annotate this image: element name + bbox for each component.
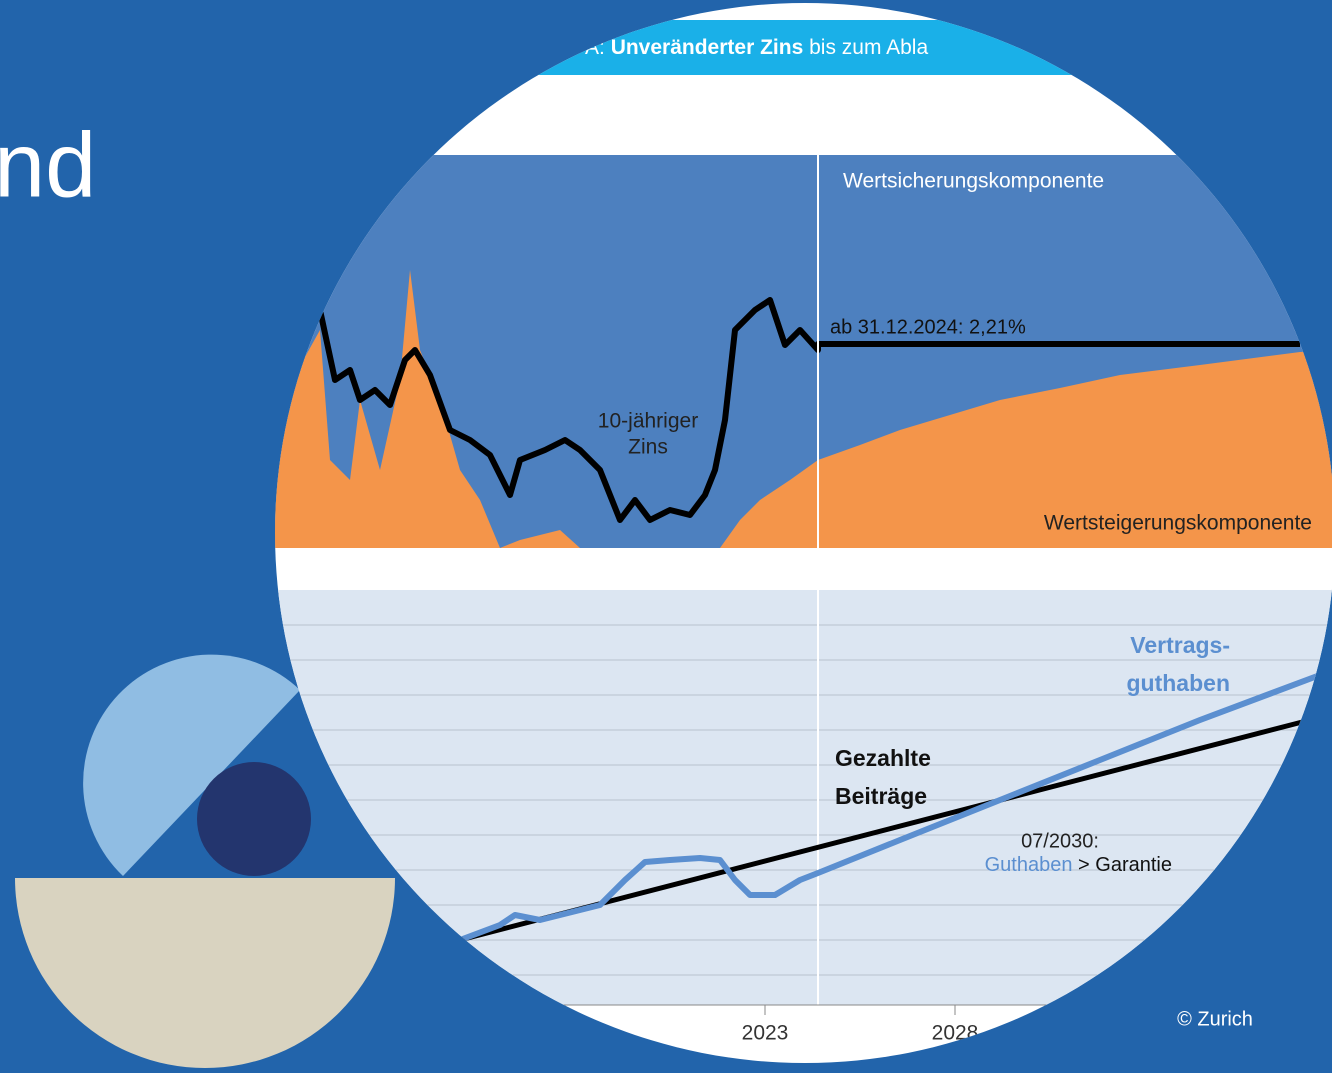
orange-area	[275, 270, 1332, 548]
deco-shape	[83, 654, 301, 876]
paid-label: Beiträge	[835, 783, 927, 809]
rate-note: ab 31.12.2024: 2,21%	[830, 316, 1026, 338]
axis-label: 2023	[742, 1022, 789, 1045]
paid-label: Gezahlte	[835, 745, 931, 771]
lower-label: Wertsteigerungskomponente	[1044, 512, 1312, 535]
date-note: 07/2030:	[1021, 830, 1099, 852]
credit: © Zurich	[1177, 1008, 1253, 1030]
banner-text: A: Unveränderter Zins bis zum Abla	[585, 36, 928, 59]
heading: nd	[0, 114, 96, 216]
upper-label: Wertsicherungskomponente	[843, 170, 1104, 193]
date-note: Guthaben > Garantie	[985, 854, 1172, 876]
line-label: 10-jähriger	[598, 410, 698, 433]
contract-label: Vertrags-	[1130, 632, 1230, 658]
line-label: Zins	[628, 436, 668, 459]
contract-label: guthaben	[1127, 670, 1231, 696]
deco-shape	[197, 762, 311, 876]
rate-line	[317, 297, 1300, 523]
deco-shape	[15, 878, 395, 1068]
balance-line	[458, 672, 1322, 943]
